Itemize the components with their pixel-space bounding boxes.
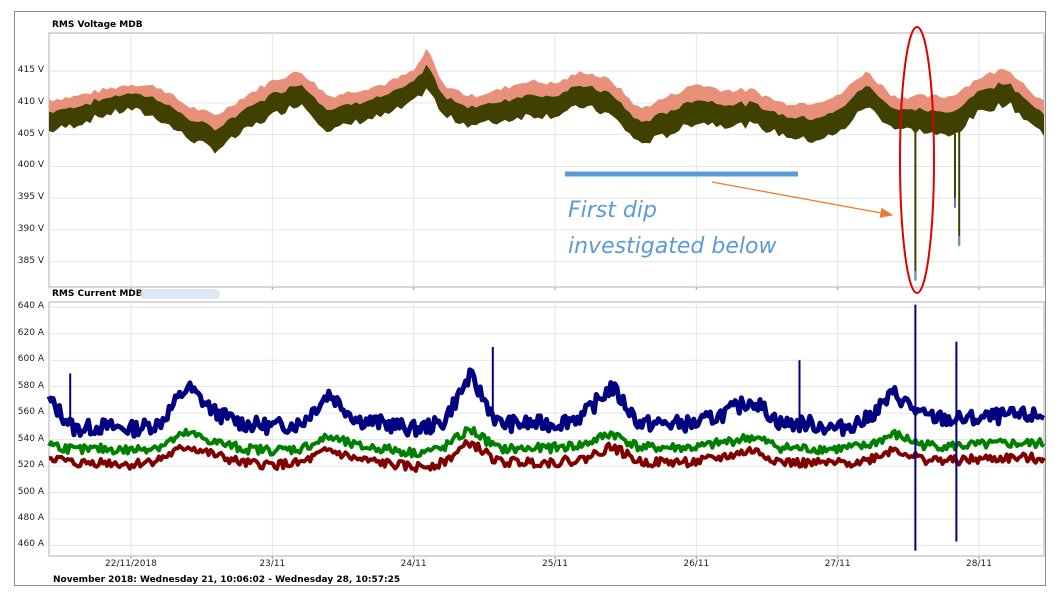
y-tick-label: 400 V [17, 160, 44, 171]
x-tick-label: 24/11 [400, 559, 427, 569]
current-series-0 [46, 367, 1046, 439]
voltage-chart-title: RMS Voltage MDB [52, 20, 143, 30]
x-tick-label: 27/11 [824, 559, 851, 569]
time-range-footer: November 2018: Wednesday 21, 10:06:02 - … [53, 575, 401, 585]
annotation-arrow [711, 181, 894, 219]
voltage-upper-band [49, 48, 1044, 131]
y-tick-label: 520 A [17, 460, 44, 471]
y-tick-label: 410 V [17, 96, 44, 107]
x-tick-label: 28/11 [966, 559, 992, 569]
current-series-2 [48, 439, 1046, 473]
y-tick-label: 640 A [17, 301, 44, 312]
y-tick-label: 395 V [17, 192, 44, 203]
y-tick-label: 385 V [17, 255, 44, 266]
redaction-blur [140, 289, 220, 299]
x-tick-label: 22/11/2018 [105, 559, 157, 569]
plot-area-0 [48, 32, 1045, 288]
annotation-line1: First dip [568, 198, 657, 223]
y-tick-label: 540 A [17, 433, 44, 444]
y-tick-label: 580 A [17, 380, 44, 391]
annotation-line2: investigated below [568, 234, 777, 259]
voltage-lower-band [49, 64, 1044, 154]
y-tick-label: 600 A [17, 354, 44, 365]
y-tick-label: 620 A [17, 327, 44, 338]
y-tick-label: 460 A [17, 539, 44, 550]
x-tick-label: 26/11 [683, 559, 710, 569]
y-tick-label: 405 V [17, 128, 44, 139]
current-series-1 [47, 426, 1046, 459]
y-tick-label: 480 A [17, 512, 44, 523]
x-tick-label: 23/11 [259, 559, 286, 569]
current-chart-title: RMS Current MDB [52, 289, 143, 299]
y-tick-label: 500 A [17, 486, 44, 497]
y-tick-label: 415 V [17, 65, 44, 76]
dip-highlight-circle [899, 26, 935, 294]
x-tick-label: 25/11 [542, 559, 568, 569]
y-tick-label: 560 A [17, 407, 44, 418]
y-tick-label: 390 V [17, 223, 44, 234]
